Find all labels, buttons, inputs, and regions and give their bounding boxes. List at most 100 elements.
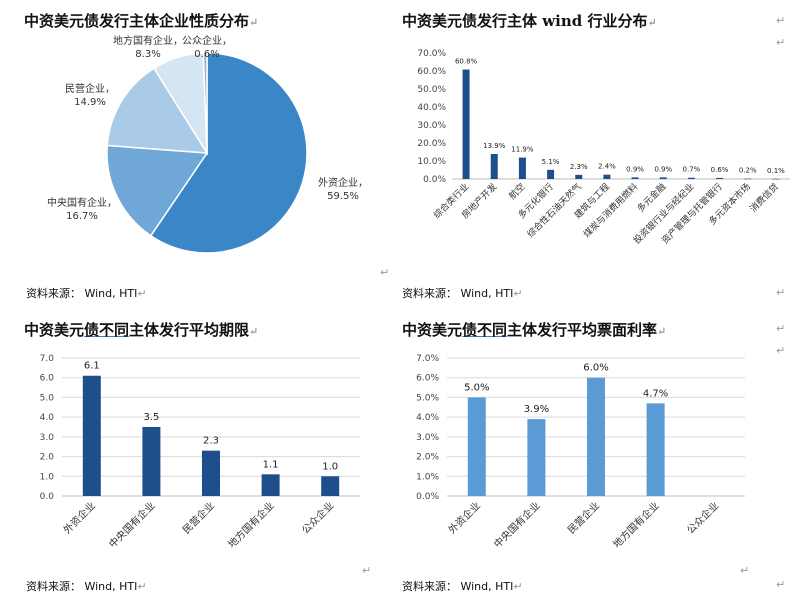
- pie-slice-value: 0.6%: [194, 49, 219, 60]
- bar: [527, 419, 546, 496]
- x-tick-label: 外资企业: [60, 499, 97, 536]
- bar-value-label: 1.0: [322, 461, 338, 472]
- y-tick-label: 5.0%: [416, 393, 439, 403]
- coupon-source-note: 资料来源： Wind, HTI↵: [402, 578, 523, 594]
- tenor-bar-chart: 0.0 1.0 2.0 3.0 4.0 5.0 6.0 7.0 6.1 外资企业 3.5 中央国有企业…: [40, 354, 360, 551]
- x-tick-label: 公众企业: [299, 499, 336, 536]
- bar-value-label: 60.8%: [455, 58, 478, 66]
- x-tick-label: 公众企业: [684, 499, 721, 536]
- x-tick-label: 地方国有企业: [610, 499, 662, 551]
- industry-title-text: 中资美元债发行主体 wind 行业分布: [402, 12, 648, 30]
- pie-source-note: 资料来源： Wind, HTI↵: [26, 285, 147, 301]
- pie-slice-label: 地方国有企业，: [113, 34, 183, 47]
- y-tick-label: 5.0: [40, 393, 55, 403]
- y-tick-label: 20.0%: [417, 139, 446, 149]
- y-tick-label: 7.0: [40, 354, 55, 364]
- y-tick-label: 6.0%: [416, 374, 439, 384]
- tenor-title-part: 主体发行平均期限: [129, 321, 250, 339]
- bar: [575, 174, 583, 179]
- tenor-title-part: 债不同: [84, 321, 130, 339]
- y-tick-label: 1.0: [40, 472, 55, 482]
- coupon-title-part: 中资美元: [402, 321, 463, 339]
- bar-value-label: 13.9%: [483, 142, 506, 150]
- x-tick-label: 中央国有企业: [491, 499, 543, 551]
- bar: [631, 177, 639, 179]
- bar-value-label: 2.3%: [570, 163, 588, 171]
- coupon-title-part: 主体发行平均票面利率: [507, 321, 658, 339]
- y-tick-label: 0.0: [40, 492, 55, 502]
- x-tick-label: 地方国有企业: [225, 499, 277, 551]
- y-tick-label: 10.0%: [417, 157, 446, 167]
- bar-value-label: 11.9%: [511, 146, 534, 154]
- bar-value-label: 0.9%: [626, 165, 644, 173]
- y-tick-label: 70.0%: [417, 49, 446, 59]
- tenor-title-part: 中资美元: [24, 321, 85, 339]
- bar-value-label: 5.0%: [464, 382, 489, 393]
- return-mark: ↵: [776, 322, 786, 335]
- bar-value-label: 0.9%: [654, 165, 672, 173]
- industry-source-text: 资料来源： Wind, HTI: [402, 287, 514, 300]
- y-tick-label: 0.0%: [423, 175, 446, 185]
- return-mark: ↵: [776, 14, 786, 27]
- pie-slice: [106, 144, 209, 237]
- industry-bar-chart: 0.0% 10.0% 20.0% 30.0% 40.0% 50.0% 60.0% 70.0% 6…: [417, 49, 790, 246]
- x-tick-label: 民营企业: [565, 499, 602, 536]
- bar-value-label: 2.4%: [598, 163, 616, 171]
- bar-value-label: 1.1: [263, 459, 279, 470]
- y-tick-label: 40.0%: [417, 103, 446, 113]
- return-mark: ↵: [740, 564, 750, 577]
- pie-slice-value: 59.5%: [327, 191, 359, 202]
- pie-title-text: 中资美元债发行主体企业性质分布: [24, 12, 250, 30]
- return-mark: ↵: [137, 580, 147, 593]
- y-tick-label: 2.0: [40, 453, 55, 463]
- industry-source-note: 资料来源： Wind, HTI↵: [402, 285, 523, 301]
- pie-slice: [202, 52, 208, 154]
- bar: [490, 153, 498, 179]
- pie-slice: [106, 67, 209, 154]
- coupon-chart-title: 中资美元债不同主体发行平均票面利率↵: [402, 319, 666, 340]
- return-mark: ↵: [776, 344, 786, 357]
- return-mark: ↵: [137, 287, 147, 300]
- return-mark: ↵: [513, 287, 523, 300]
- bar-value-label: 0.6%: [711, 166, 729, 174]
- bar-value-label: 0.2%: [739, 167, 757, 175]
- bar: [772, 178, 780, 180]
- bar: [603, 174, 611, 179]
- pie-source-text: 资料来源： Wind, HTI: [26, 287, 138, 300]
- y-tick-label: 1.0%: [416, 472, 439, 482]
- pie-slice-label: 外资企业，: [318, 176, 368, 189]
- pie-slice: [149, 52, 308, 254]
- bar-value-label: 0.7%: [683, 166, 701, 174]
- pie-chart-title: 中资美元债发行主体企业性质分布↵: [24, 10, 258, 31]
- tenor-source-note: 资料来源： Wind, HTI↵: [26, 578, 147, 594]
- y-tick-label: 6.0: [40, 374, 55, 384]
- bar-value-label: 6.1: [84, 361, 100, 372]
- bar-value-label: 3.5: [143, 412, 159, 423]
- bar: [261, 474, 280, 496]
- y-tick-label: 3.0%: [416, 433, 439, 443]
- x-tick-label: 外资企业: [445, 499, 482, 536]
- return-mark: ↵: [380, 266, 390, 279]
- coupon-bar-chart: 0.0% 1.0% 2.0% 3.0% 4.0% 5.0% 6.0% 7.0% 5.0% 外资企业…: [416, 354, 745, 551]
- bar-value-label: 2.3: [203, 436, 219, 447]
- pie-slice-label: 公众企业，: [182, 34, 232, 47]
- y-tick-label: 4.0: [40, 413, 55, 423]
- tenor-source-text: 资料来源： Wind, HTI: [26, 580, 138, 593]
- bar: [587, 377, 605, 496]
- bar: [462, 69, 470, 179]
- bar-value-label: 4.7%: [643, 388, 668, 399]
- x-tick-label: 中央国有企业: [106, 499, 158, 551]
- y-tick-label: 30.0%: [417, 121, 446, 131]
- x-tick-label: 消费信贷: [747, 181, 781, 215]
- pie-chart: 外资企业， 59.5% 中央国有企业， 16.7% 民营企业， 14.9% 地方国有企业， 8…: [47, 34, 368, 254]
- return-mark: ↵: [513, 580, 523, 593]
- bar: [467, 397, 486, 496]
- bar: [547, 169, 555, 179]
- x-tick-label: 航空: [506, 181, 527, 202]
- pie-slice-label: 中央国有企业，: [47, 196, 117, 209]
- bar: [518, 157, 526, 179]
- y-tick-label: 60.0%: [417, 67, 446, 77]
- y-tick-label: 4.0%: [416, 413, 439, 423]
- pie-slice-value: 14.9%: [74, 97, 106, 108]
- bar-value-label: 5.1%: [542, 158, 560, 166]
